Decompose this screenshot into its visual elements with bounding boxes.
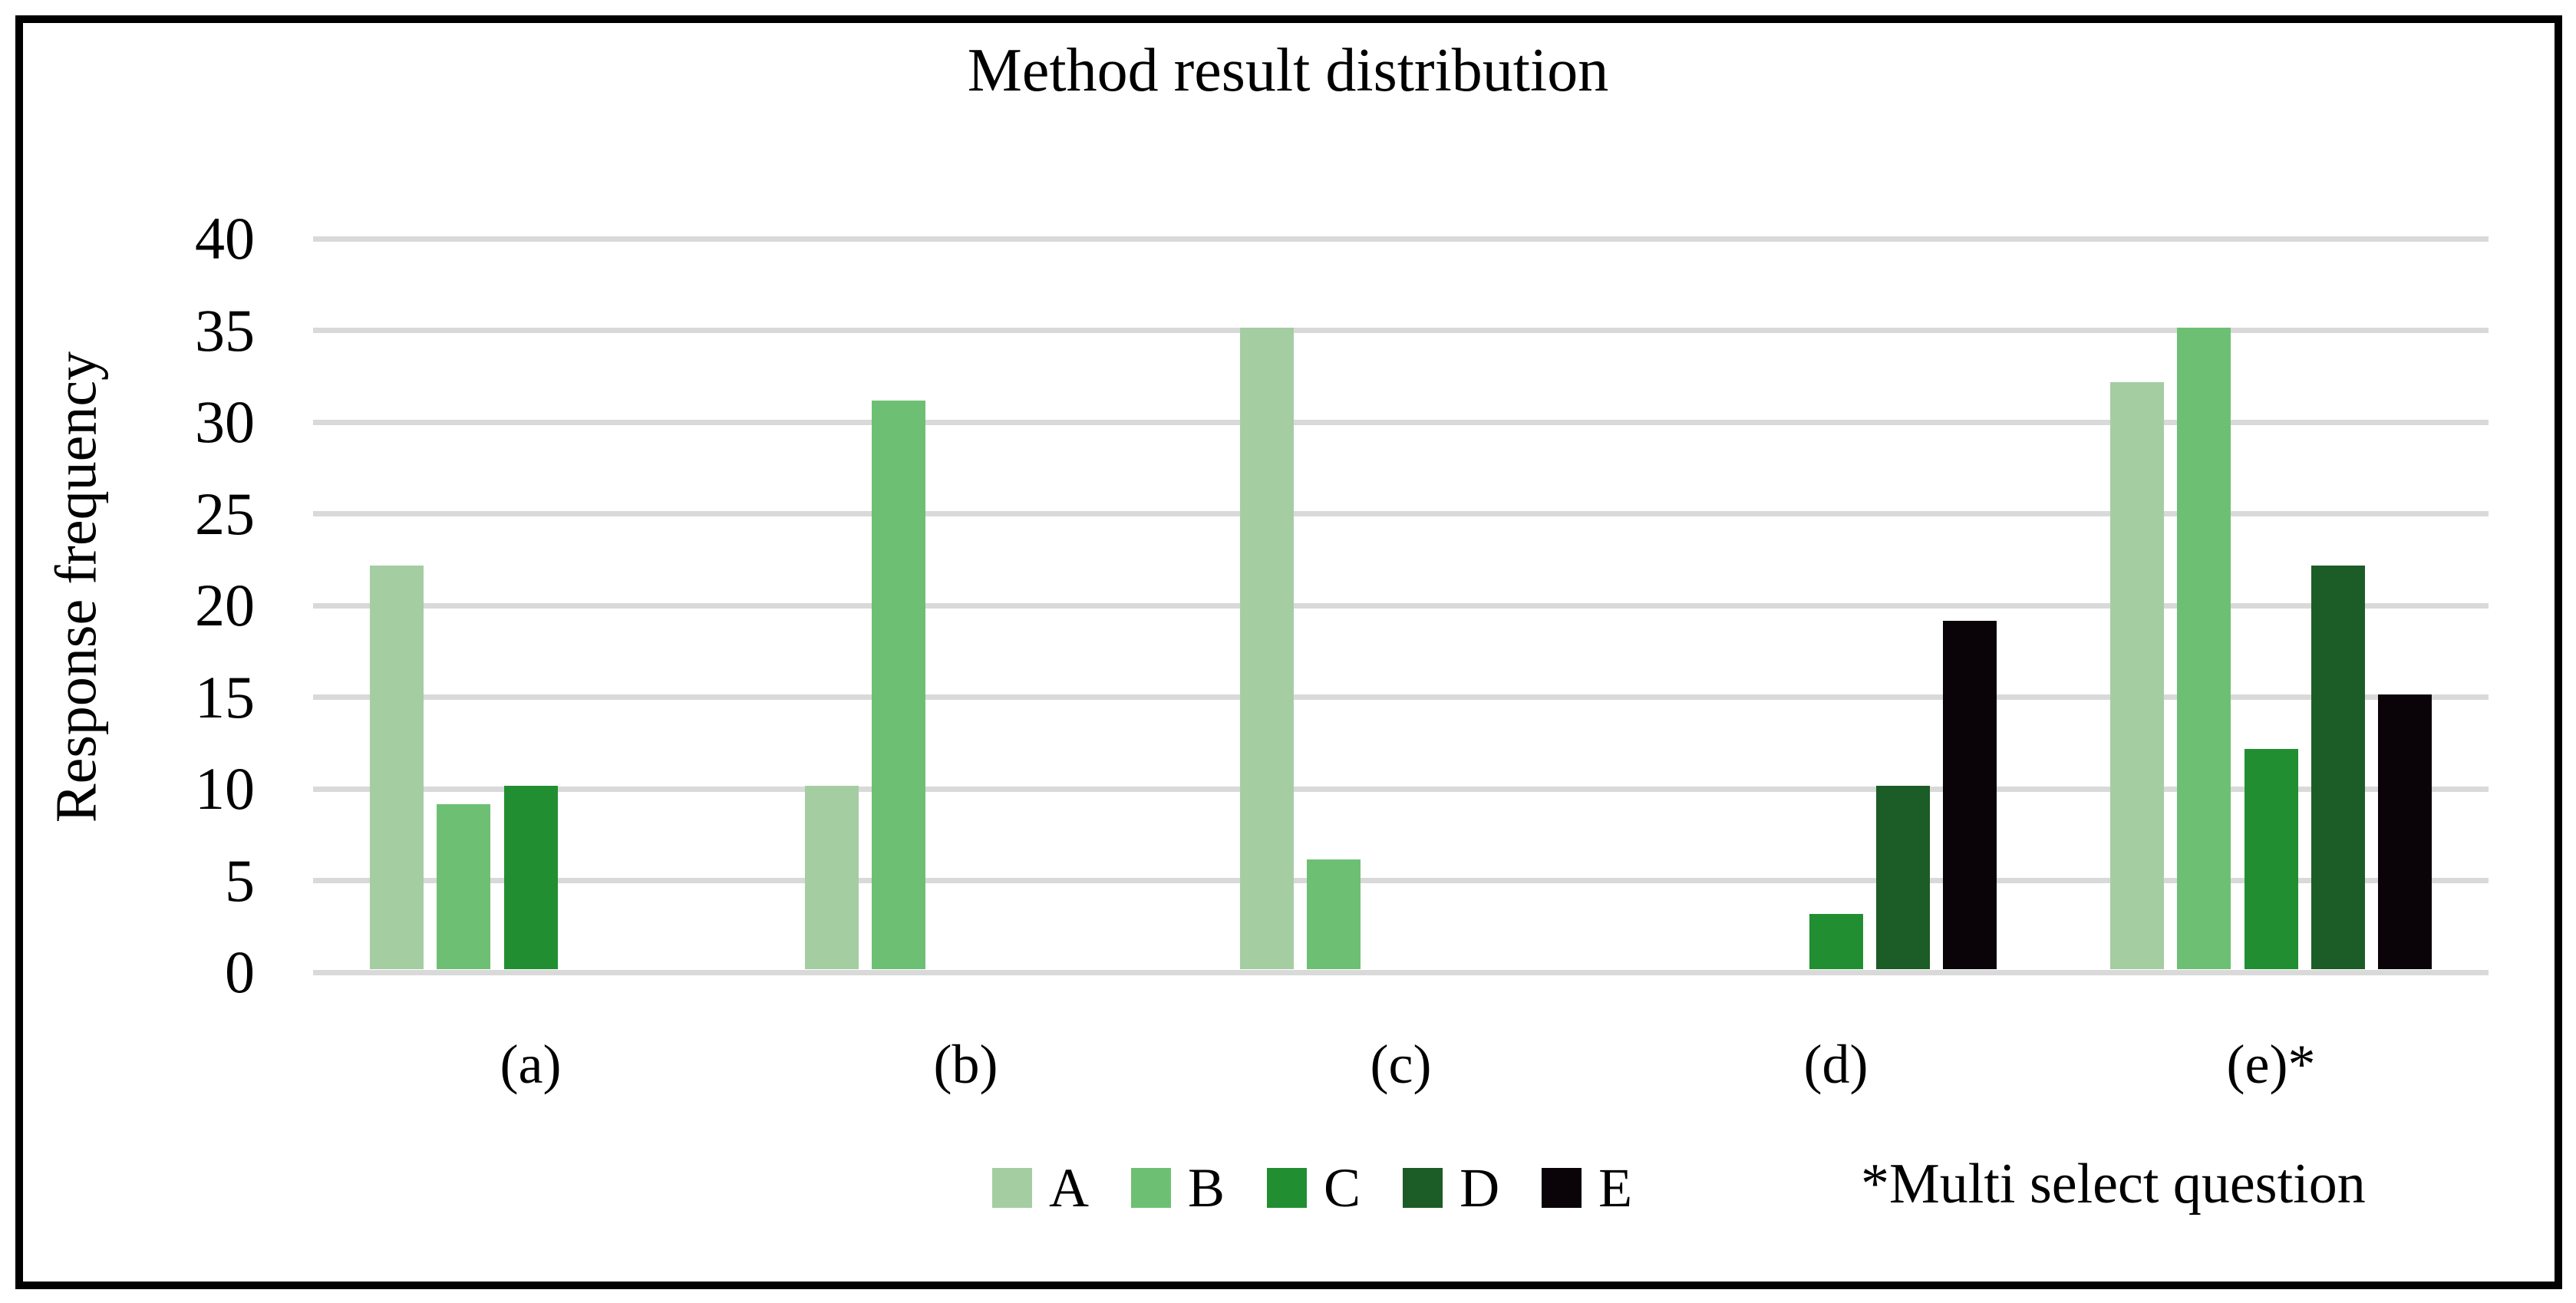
legend-label-b: B — [1188, 1157, 1225, 1219]
bar-c2-a — [1240, 327, 1294, 969]
bar-c3-c — [1809, 914, 1863, 969]
bar-c1-b — [872, 401, 926, 969]
bar-c3-d — [1875, 786, 1930, 969]
gridline-5 — [313, 878, 2489, 883]
legend-label-c: C — [1324, 1157, 1361, 1219]
legend-swatch-b — [1131, 1168, 1171, 1208]
legend-swatch-a — [992, 1168, 1032, 1208]
legend-swatch-e — [1542, 1168, 1582, 1208]
x-tick-label-4: (d) — [1803, 1034, 1869, 1095]
bar-c4-b — [2177, 327, 2231, 969]
bar-c3-e — [1943, 620, 1997, 969]
y-tick-label-20: 20 — [195, 572, 255, 638]
legend-label-d: D — [1460, 1157, 1500, 1219]
legend-item-e: E — [1542, 1160, 1632, 1216]
x-tick-label-1: (a) — [500, 1034, 562, 1095]
legend-footnote: *Multi select question — [1861, 1153, 2366, 1216]
legend-swatch-d — [1403, 1168, 1443, 1208]
bar-c4-d — [2310, 566, 2365, 969]
legend-item-b: B — [1131, 1160, 1225, 1216]
gridline-0 — [313, 969, 2489, 975]
legend-item-d: D — [1403, 1160, 1499, 1216]
y-tick-label-25: 25 — [195, 480, 255, 547]
x-tick-label-3: (c) — [1370, 1034, 1432, 1095]
gridline-15 — [313, 694, 2489, 700]
x-tick-label-5: (e)* — [2226, 1034, 2316, 1095]
bar-c0-a — [370, 566, 424, 969]
legend: A B C D E — [992, 1160, 1632, 1216]
y-tick-label-10: 10 — [195, 755, 255, 822]
y-tick-label-0: 0 — [225, 938, 255, 1005]
bar-c4-a — [2110, 382, 2164, 969]
gridline-10 — [313, 786, 2489, 792]
gridline-40 — [313, 236, 2489, 242]
chart-title: Method result distribution — [967, 37, 1609, 104]
legend-label-e: E — [1598, 1157, 1633, 1219]
legend-item-c: C — [1267, 1160, 1361, 1216]
bar-c1-a — [805, 786, 859, 969]
y-tick-label-40: 40 — [195, 205, 255, 272]
plot-area — [313, 236, 2489, 975]
bar-c0-c — [503, 786, 558, 969]
gridline-35 — [313, 328, 2489, 333]
bar-c0-b — [437, 803, 491, 969]
y-tick-label-5: 5 — [225, 846, 255, 914]
y-tick-label-35: 35 — [195, 296, 255, 364]
bar-c2-b — [1307, 859, 1361, 969]
gridline-20 — [313, 602, 2489, 609]
legend-label-a: A — [1049, 1157, 1089, 1219]
bar-c4-e — [2378, 694, 2432, 969]
y-tick-label-30: 30 — [195, 388, 255, 455]
y-tick-label-15: 15 — [195, 663, 255, 731]
bar-c4-c — [2244, 749, 2298, 969]
gridline-30 — [313, 419, 2489, 425]
legend-swatch-c — [1267, 1168, 1308, 1208]
x-tick-label-2: (b) — [933, 1034, 998, 1095]
chart-frame-border — [15, 15, 2562, 1289]
gridline-25 — [313, 511, 2489, 516]
legend-item-a: A — [992, 1160, 1089, 1216]
